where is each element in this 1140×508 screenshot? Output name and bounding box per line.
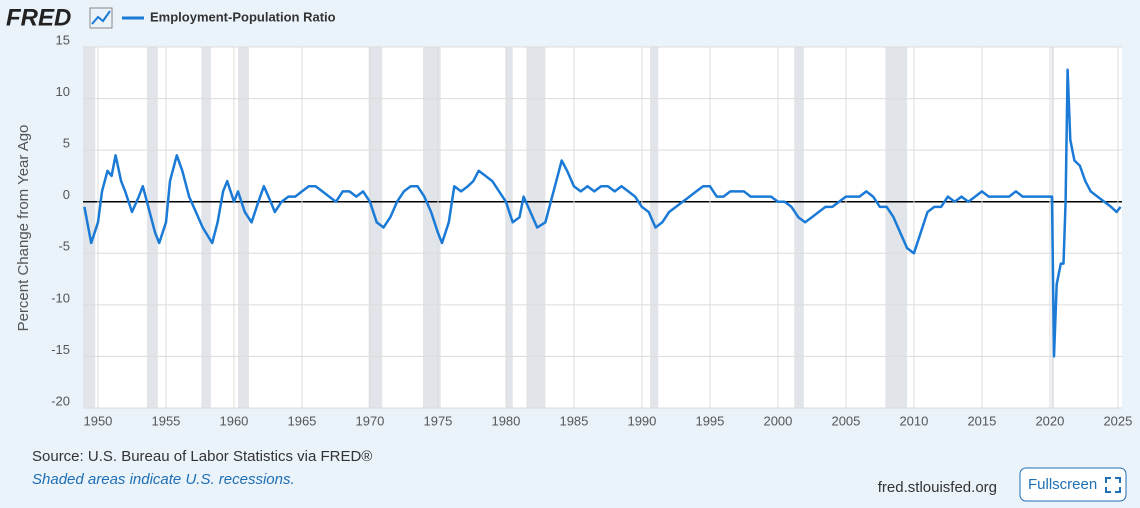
recession-band [146, 47, 158, 408]
x-tick-label: 2000 [763, 413, 792, 428]
x-tick-label: 2005 [831, 413, 860, 428]
x-tick-label: 2010 [899, 413, 928, 428]
legend-label: Employment-Population Ratio [150, 9, 336, 24]
x-tick-label: 1970 [355, 413, 384, 428]
x-tick-label: 1950 [83, 413, 112, 428]
recession-band [885, 47, 908, 408]
recession-band [238, 47, 249, 408]
recession-note: Shaded areas indicate U.S. recessions. [32, 471, 295, 488]
x-tick-label: 1965 [287, 413, 316, 428]
y-tick-label: -15 [51, 342, 70, 357]
x-tick-label: 1990 [627, 413, 656, 428]
site: fred.stlouisfed.org [878, 479, 997, 496]
recession-band [201, 47, 211, 408]
x-tick-label: 1985 [559, 413, 588, 428]
logo: FRED [6, 4, 71, 31]
data-line [83, 68, 1122, 358]
y-tick-label: -5 [58, 239, 70, 254]
x-tick-label: 2025 [1103, 413, 1132, 428]
button-icon[interactable] [1105, 477, 1121, 493]
y-tick-label: -20 [51, 393, 70, 408]
y-tick-label: 5 [63, 136, 70, 151]
button-frame[interactable] [1019, 467, 1127, 502]
x-tick-label: 2020 [1035, 413, 1064, 428]
x-tick-label: 2015 [967, 413, 996, 428]
logo-icon [89, 7, 113, 29]
recession-band [505, 47, 513, 408]
x-tick-label: 1955 [151, 413, 180, 428]
x-tick-label: 1980 [491, 413, 520, 428]
x-tick-label: 1975 [423, 413, 452, 428]
recession-band [368, 47, 383, 408]
source: Source: U.S. Bureau of Labor Statistics … [32, 448, 372, 465]
y-axis-label: Percent Change from Year Ago [15, 125, 32, 332]
recession-band [422, 47, 441, 408]
y-tick-label: 0 [63, 187, 70, 202]
x-tick-label: 1960 [219, 413, 248, 428]
y-tick-label: 10 [56, 84, 70, 99]
y-tick-label: -10 [51, 290, 70, 305]
button-label[interactable]: Fullscreen [1028, 476, 1097, 493]
plot-area [83, 47, 1122, 408]
y-tick-label: 15 [56, 32, 70, 47]
recession-band [794, 47, 804, 408]
x-tick-label: 1995 [695, 413, 724, 428]
fullscreen-button[interactable]: Fullscreen [1019, 467, 1127, 502]
